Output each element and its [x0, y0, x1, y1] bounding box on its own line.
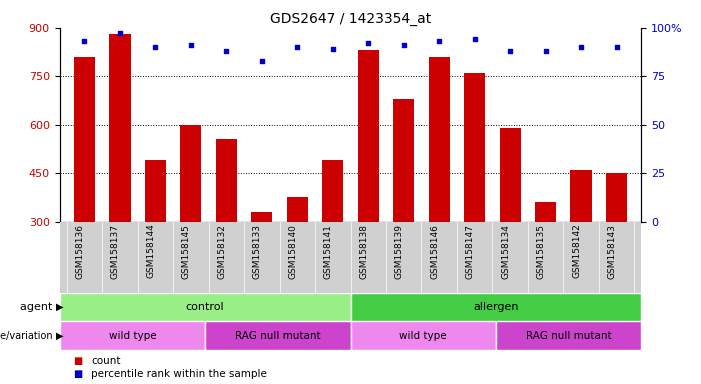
Bar [464, 73, 485, 222]
Text: wild type: wild type [109, 331, 156, 341]
Bar [350, 293, 641, 321]
Point [327, 46, 339, 52]
Point [292, 44, 303, 50]
Text: GSM158135: GSM158135 [537, 224, 545, 279]
Text: GSM158139: GSM158139 [395, 224, 404, 279]
Text: GSM158133: GSM158133 [253, 224, 261, 279]
Bar [74, 57, 95, 222]
Point [256, 58, 267, 64]
Bar [606, 173, 627, 222]
Text: GSM158146: GSM158146 [430, 224, 440, 278]
Point [398, 42, 409, 48]
Bar [571, 170, 592, 222]
Text: GSM158134: GSM158134 [501, 224, 510, 278]
Bar [60, 321, 205, 350]
Text: RAG null mutant: RAG null mutant [526, 331, 611, 341]
Text: control: control [186, 302, 224, 312]
Point [469, 36, 480, 42]
Text: GSM158137: GSM158137 [111, 224, 120, 279]
Text: ■: ■ [74, 369, 83, 379]
Text: RAG null mutant: RAG null mutant [235, 331, 320, 341]
Bar [251, 212, 273, 222]
Bar [322, 160, 343, 222]
Point [79, 38, 90, 44]
Text: ▶: ▶ [56, 331, 64, 341]
Point [185, 42, 196, 48]
Text: GSM158141: GSM158141 [324, 224, 333, 278]
Bar [358, 50, 379, 222]
Bar [180, 125, 201, 222]
Text: ■: ■ [74, 356, 83, 366]
Bar [287, 197, 308, 222]
Text: GSM158143: GSM158143 [608, 224, 617, 278]
Bar [496, 321, 641, 350]
Point [150, 44, 161, 50]
Text: percentile rank within the sample: percentile rank within the sample [91, 369, 267, 379]
Point [505, 48, 516, 54]
Text: GSM158136: GSM158136 [76, 224, 84, 279]
Text: genotype/variation: genotype/variation [0, 331, 56, 341]
Point [540, 48, 551, 54]
Point [114, 30, 125, 36]
Text: GDS2647 / 1423354_at: GDS2647 / 1423354_at [270, 12, 431, 25]
Point [576, 44, 587, 50]
Text: GSM158140: GSM158140 [288, 224, 297, 278]
Text: GSM158138: GSM158138 [359, 224, 368, 279]
Text: allergen: allergen [473, 302, 519, 312]
Bar [60, 293, 350, 321]
Text: GSM158132: GSM158132 [217, 224, 226, 278]
Point [434, 38, 445, 44]
Bar [393, 99, 414, 222]
Text: GSM158144: GSM158144 [147, 224, 156, 278]
Bar [144, 160, 166, 222]
Bar [205, 321, 350, 350]
Point [611, 44, 622, 50]
Point [362, 40, 374, 46]
Text: GSM158147: GSM158147 [465, 224, 475, 278]
Text: GSM158142: GSM158142 [572, 224, 581, 278]
Text: ▶: ▶ [56, 302, 64, 312]
Point [221, 48, 232, 54]
Bar [428, 57, 450, 222]
Bar [500, 128, 521, 222]
Bar [216, 139, 237, 222]
Bar [109, 34, 130, 222]
Text: wild type: wild type [400, 331, 447, 341]
Text: agent: agent [20, 302, 56, 312]
Bar [535, 202, 557, 222]
Text: count: count [91, 356, 121, 366]
Bar [350, 321, 496, 350]
Text: GSM158145: GSM158145 [182, 224, 191, 278]
